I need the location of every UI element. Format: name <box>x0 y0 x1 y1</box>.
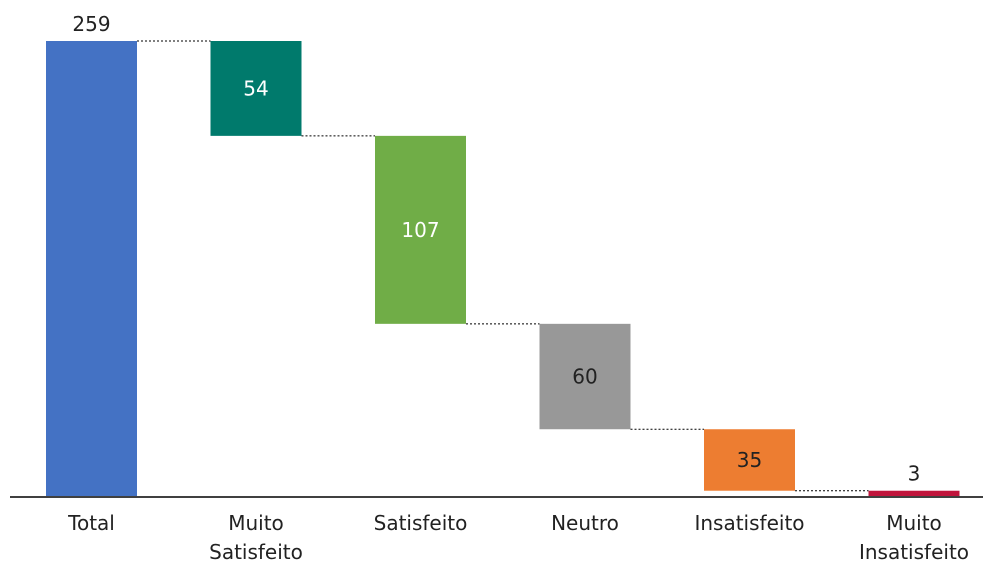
bar-value-label-3: 60 <box>572 365 597 389</box>
bar-5 <box>868 490 960 496</box>
category-label-1: Muito Satisfeito <box>209 511 303 563</box>
category-labels: Total Muito Satisfeito Satisfeito Neutro Insa… <box>67 511 969 563</box>
bar-2 <box>375 135 466 324</box>
category-label-3: Neutro <box>551 511 619 535</box>
connector-lines <box>137 40 869 492</box>
category-label-5: Muito Insatisfeito <box>859 511 969 563</box>
bar-1 <box>210 41 302 136</box>
category-label-0: Total <box>67 511 115 535</box>
bar-value-label-5: 3 <box>908 462 921 486</box>
bars <box>46 41 960 496</box>
bar-4 <box>704 429 795 491</box>
bar-value-label-0: 259 <box>72 12 110 36</box>
bar-value-label-2: 107 <box>401 218 439 242</box>
value-labels: 259 54 107 60 35 3 <box>72 12 920 486</box>
bar-3 <box>539 323 631 430</box>
bar-value-label-1: 54 <box>243 76 268 100</box>
bar-value-label-4: 35 <box>737 448 762 472</box>
bar-0 <box>46 41 137 496</box>
category-label-4: Insatisfeito <box>694 511 804 535</box>
category-label-2: Satisfeito <box>374 511 468 535</box>
